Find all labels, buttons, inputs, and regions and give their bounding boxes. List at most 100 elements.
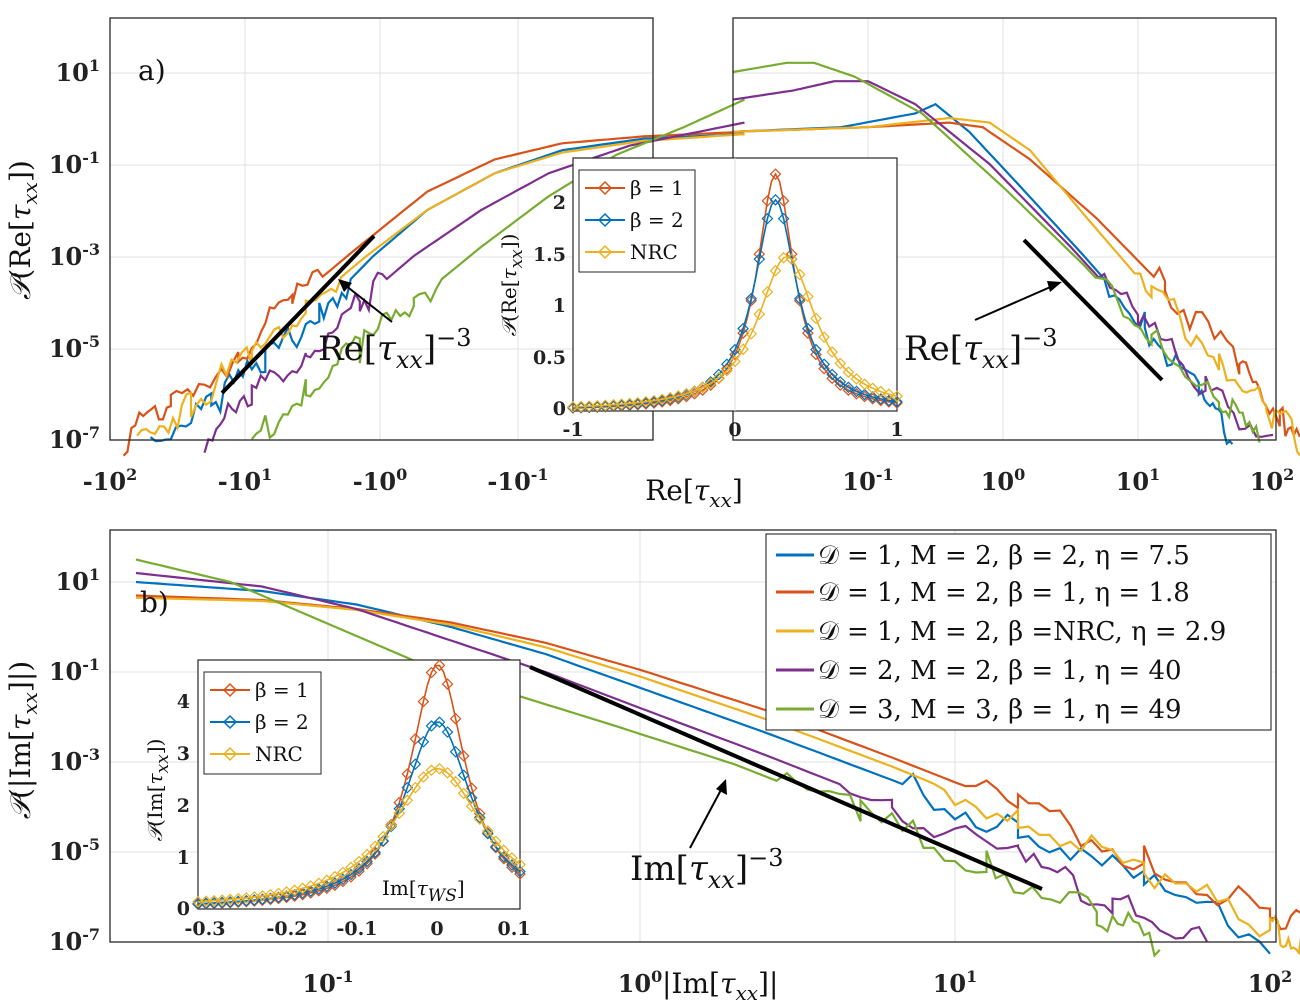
a-left-slope-line (220, 234, 376, 395)
inset-b-marker-1-27 (409, 758, 422, 771)
a-left-arrowhead (338, 279, 352, 292)
panel-b-curves (135, 558, 1300, 958)
inset-b-xtick-4: 0.1 (497, 918, 530, 940)
inset-a-marker-2-15 (688, 385, 701, 397)
inset-a-marker-2-1 (575, 400, 587, 413)
inset-a-legend-label-1: β = 2 (630, 208, 684, 232)
inset-a-legend-marker-2 (597, 244, 613, 260)
inset-b-marker-2-26 (401, 794, 414, 807)
inset-a-marker-0-25 (769, 168, 782, 180)
inset-b-xtick-0: -0.3 (185, 918, 226, 940)
legend-label-2: 𝒟 = 1, M = 2, β =NRC, η = 2.9 (818, 617, 1226, 647)
legend-label-3: 𝒟 = 2, M = 2, β = 1, η = 40 (818, 656, 1182, 686)
panel-a-right-curves (732, 61, 1300, 457)
inset-a-marker-2-21 (737, 343, 749, 356)
b-ytick-1: 10-5 (49, 835, 100, 866)
inset-a-marker-2-34 (842, 366, 855, 379)
inset-b-marker-2-21 (361, 848, 373, 861)
panel-b-legend-box (765, 533, 1272, 731)
inset-b-marker-0-18 (337, 875, 349, 888)
inset-a-marker-1-24 (761, 212, 774, 225)
b-arrowhead (716, 779, 727, 795)
inset-a-marker-2-38 (874, 385, 887, 398)
inset-a-xtick-2: 1 (890, 419, 903, 441)
inset-b-marker-1-35 (473, 811, 486, 824)
inset-a-marker-1-17 (704, 376, 717, 388)
legend-label-4: 𝒟 = 3, M = 3, β = 1, η = 49 (818, 695, 1182, 725)
inset-b-marker-2-18 (337, 866, 349, 879)
b-ytick-2: 10-3 (49, 745, 100, 776)
inset-b-ylabel: 𝒫(Im[τxx]) (143, 739, 173, 842)
inset-b-marker-2-33 (457, 787, 470, 800)
inset-b-marker-2-23 (377, 830, 389, 843)
inset-a-marker-2-33 (834, 357, 847, 370)
panel-b: 10-7 10-5 10-3 10-1 101 10-1 100 101 102… (4, 529, 1300, 1000)
inset-b-xtick-2: -0.1 (337, 918, 378, 940)
inset-b-marker-2-31 (441, 767, 454, 779)
a-right-curve-0 (732, 102, 1234, 446)
a-right-curve-2 (732, 116, 1300, 457)
a-left-arrow (344, 284, 393, 323)
inset-a-ytick-4: 2 (553, 192, 566, 214)
inset-a-marker-2-24 (761, 286, 774, 298)
inset-b-marker-1-33 (457, 769, 470, 782)
a-right-curve-3 (732, 80, 1274, 438)
inset-a-marker-1-36 (858, 388, 871, 401)
a-ytick-4: 101 (55, 56, 100, 87)
inset-b-marker-2-37 (490, 835, 502, 848)
inset-b-marker-2-28 (417, 771, 430, 783)
inset-b-marker-2-27 (409, 781, 422, 794)
a-left-annotation: Re[τxx]−3 (318, 324, 472, 374)
inset-b-legend-marker-2 (222, 746, 238, 762)
panel-b-tag: b) (140, 586, 169, 619)
inset-b-marker-0-24 (385, 818, 398, 831)
a-ytick-3: 10-1 (49, 148, 100, 179)
a-xtick-left-0: -102 (83, 465, 138, 496)
inset-a-marker-1-20 (729, 343, 741, 356)
b-curve-3 (135, 571, 1208, 943)
inset-b-marker-2-19 (345, 861, 357, 874)
inset-a-legend-label-2: NRC (630, 240, 678, 264)
a-xtick-left-1: -101 (218, 465, 273, 496)
b-curve-2 (135, 596, 1300, 956)
inset-a-marker-2-29 (802, 290, 814, 303)
inset-a-marker-1-30 (810, 343, 822, 356)
inset-b-marker-2-32 (449, 775, 462, 788)
inset-b-curve-2 (197, 768, 521, 903)
a-xtick-right-2: 101 (1116, 465, 1161, 496)
inset-b-marker-1-32 (449, 745, 462, 758)
inset-b-marker-2-22 (369, 840, 381, 853)
a-ytick-0: 10-7 (49, 423, 100, 454)
inset-b-marker-2-24 (385, 819, 398, 832)
a-xlabel: Re[τxx] (645, 474, 743, 512)
inset-b-marker-1-29 (425, 720, 438, 732)
inset-b-marker-2-35 (473, 813, 486, 825)
inset-b-marker-2-0 (192, 895, 204, 908)
inset-a-marker-0-28 (793, 294, 806, 307)
inset-a-marker-1-32 (826, 368, 839, 381)
legend-label-0: 𝒟 = 1, M = 2, β = 2, η = 7.5 (818, 541, 1190, 571)
a-xtick-left-2: -100 (353, 465, 408, 496)
b-annotation: Im[τxx]−3 (630, 844, 783, 894)
b-ytick-3: 10-1 (49, 655, 100, 686)
inset-b-legend-marker-0 (222, 682, 238, 698)
inset-b-marker-2-38 (498, 844, 510, 857)
inset-a-marker-2-40 (891, 390, 903, 403)
a-right-annotation: Re[τxx]−3 (904, 324, 1058, 374)
inset-b-marker-0-17 (329, 879, 341, 892)
inset-a-curves (567, 168, 903, 414)
b-xtick-1: 100 (618, 967, 663, 998)
inset-a-marker-2-25 (769, 264, 782, 277)
inset-b-marker-1-23 (377, 835, 389, 847)
inset-b-marker-1-21 (361, 855, 373, 868)
inset-b-marker-0-32 (449, 712, 462, 725)
inset-a-marker-0-30 (810, 348, 822, 361)
inset-a-legend-label-0: β = 1 (630, 176, 684, 200)
inset-b-marker-1-38 (498, 850, 510, 863)
inset-a-marker-1-39 (883, 394, 895, 407)
inset-b-marker-2-25 (393, 807, 406, 820)
inset-b-marker-0-40 (514, 868, 526, 880)
inset-b-legend-marker-1 (222, 714, 238, 730)
b-xtick-0: 10-1 (302, 967, 353, 998)
